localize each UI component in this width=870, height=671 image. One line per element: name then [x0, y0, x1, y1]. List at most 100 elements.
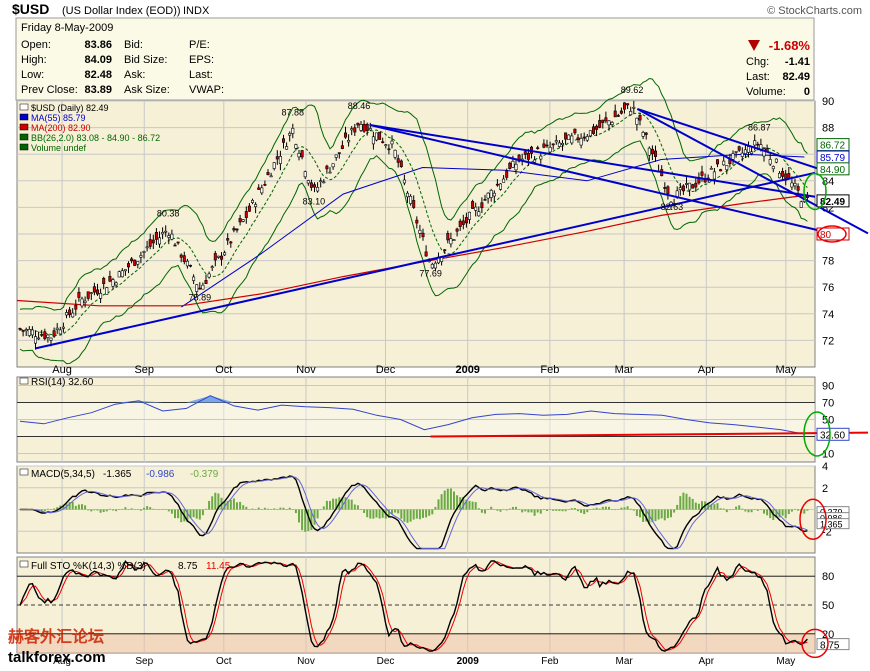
candle-down [508, 162, 512, 169]
sto-x-tick: Nov [297, 656, 315, 667]
macd-histogram-bar [139, 509, 142, 511]
price-flag-label: 85.79 [820, 153, 845, 164]
candle-up [430, 264, 434, 269]
legend-text: MA(200) 82.90 [31, 123, 91, 133]
macd-histogram-bar [614, 509, 617, 511]
macd-histogram-bar [608, 506, 610, 510]
rsi-flag [816, 427, 850, 441]
candle-up [629, 110, 633, 116]
rsi-line [19, 395, 806, 435]
sto-x-tick: Mar [615, 656, 633, 667]
legend-text: MA(55) 85.79 [31, 113, 86, 123]
macd-histogram-bar [149, 507, 152, 510]
green-circle [803, 172, 827, 211]
macd-histogram-bar [260, 509, 263, 510]
price-x-tick: Aug [52, 364, 72, 376]
macd-histogram-bar [515, 506, 517, 510]
macd-histogram-bar [694, 502, 697, 510]
macd-histogram-bar [484, 509, 486, 514]
macd-histogram-bar [201, 509, 204, 516]
macd-histogram-bar [62, 504, 65, 510]
candle-down [176, 241, 180, 244]
candle-down [52, 330, 56, 337]
candle-up [164, 230, 168, 233]
macd-histogram-bar [369, 509, 372, 519]
macd-histogram-bar [322, 506, 325, 510]
candle-down [458, 220, 462, 227]
trendline-extended [636, 108, 869, 235]
candle-down [229, 241, 233, 244]
macd-histogram-bar [319, 509, 322, 511]
macd-histogram-bar [192, 509, 195, 518]
candle-up [554, 140, 558, 143]
candle-up [306, 180, 310, 184]
sto-x-tick: Dec [377, 656, 395, 667]
sto-legend-label: Full STO %K(14,3) %D(3) [31, 561, 146, 572]
sto-x-tick: May [776, 656, 795, 667]
candle-down [598, 120, 602, 128]
macd-histogram-bar [195, 509, 198, 519]
macd-histogram-bar [679, 496, 682, 510]
macd-histogram-bar [741, 508, 744, 510]
candle-down [108, 276, 112, 282]
candle-up [477, 211, 481, 217]
quote-value: 83.89 [84, 84, 112, 96]
macd-histogram-bar [707, 502, 710, 510]
macd-histogram-bar [480, 509, 483, 513]
macd-y-tick: 2 [822, 483, 828, 495]
sto-red-circle [801, 628, 829, 659]
price-y-tick: 88 [822, 123, 834, 135]
macd-histogram-bar [487, 509, 490, 510]
candle-up [409, 195, 413, 204]
rsi-support-line [430, 431, 869, 438]
candle-up [777, 172, 781, 179]
candle-up [161, 232, 165, 235]
macd-histogram-bar [682, 492, 685, 510]
macd-histogram-bar [211, 496, 214, 510]
quote-label: Ask Size: [124, 84, 170, 96]
price-annotation: 82.63 [661, 202, 684, 212]
macd-histogram-bar [102, 509, 105, 513]
macd-histogram-bar [170, 509, 173, 514]
sto-y-tick: 80 [822, 571, 834, 583]
candle-down [77, 291, 81, 298]
candle-down [480, 202, 484, 209]
macd-histogram-bar [341, 497, 344, 510]
price-x-tick: 2009 [455, 364, 479, 376]
macd-histogram-bar [273, 508, 276, 510]
candle-up [71, 312, 75, 318]
macd-histogram-bar [282, 507, 285, 510]
candle-down [148, 239, 152, 247]
rsi-y-tick: 90 [822, 381, 834, 393]
candle-up [492, 192, 496, 197]
candle-up [570, 135, 574, 144]
price-flag-label: 86.72 [820, 141, 845, 152]
sto-y-tick: 50 [822, 600, 834, 612]
candle-down [619, 110, 623, 114]
macd-histogram-bar [406, 509, 409, 523]
macd-histogram-bar [542, 509, 545, 510]
candle-down [266, 172, 270, 176]
legend-swatch [19, 560, 29, 568]
candle-down [378, 131, 382, 140]
sto-y-tick: 20 [822, 629, 834, 641]
candle-up [359, 124, 363, 131]
candle-down [151, 239, 155, 244]
macd-histogram-bar [270, 509, 273, 510]
macd-histogram-bar [304, 509, 307, 532]
macd-histogram-bar [298, 509, 300, 523]
macd-histogram-bar [806, 509, 809, 511]
candle-up [390, 140, 394, 145]
candle-down [309, 182, 313, 188]
candle-up [37, 337, 41, 340]
legend-swatch [19, 103, 29, 111]
quote-label: Chg: [746, 56, 769, 68]
candle-up [762, 148, 766, 157]
macd-histogram-bar [530, 509, 533, 513]
macd-histogram-bar [639, 509, 641, 518]
macd-histogram-bar [236, 502, 238, 510]
candle-up [55, 327, 59, 330]
price-annotation: 80.38 [157, 209, 180, 219]
candle-down [92, 286, 96, 293]
candle-down [796, 186, 800, 191]
